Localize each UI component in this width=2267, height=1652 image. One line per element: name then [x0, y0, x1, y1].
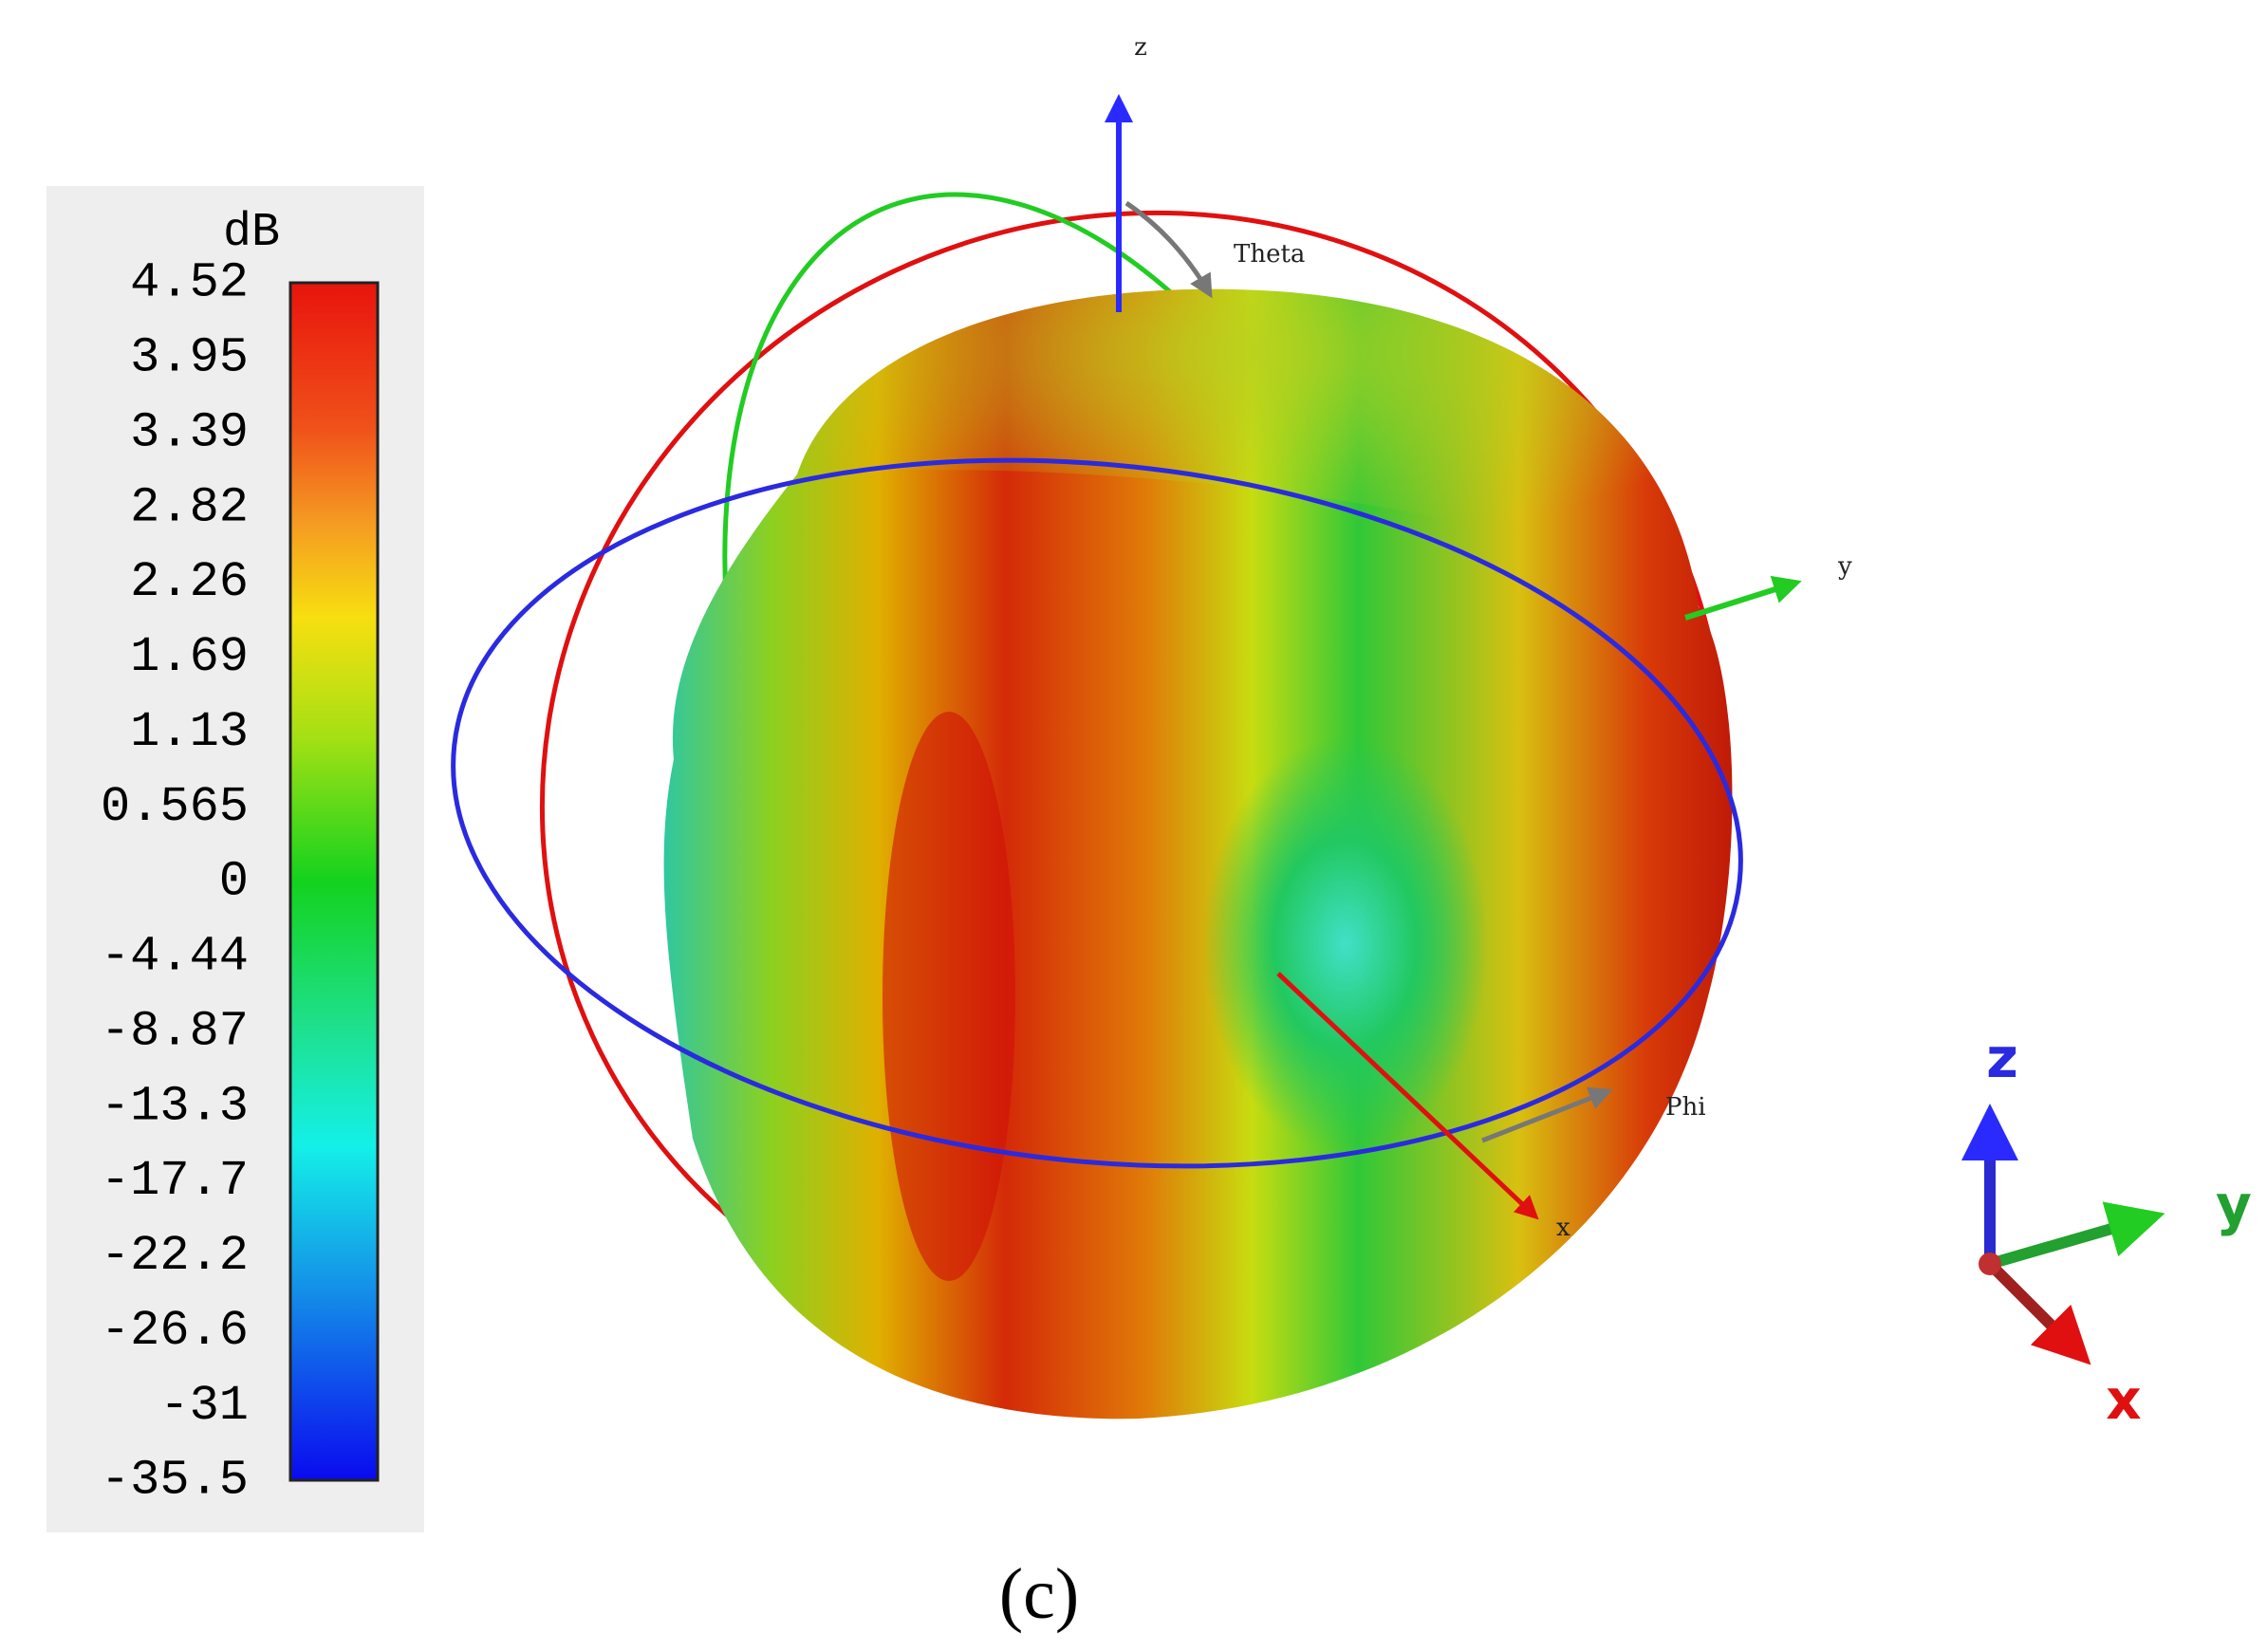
triad-z-label: z: [1986, 1026, 2018, 1090]
colorbar-label: -26.6: [101, 1303, 249, 1359]
colorbar-label: 3.39: [130, 404, 249, 460]
equator-ring: [451, 457, 1743, 1169]
colorbar-label: 1.69: [130, 629, 249, 685]
z-axis-label: z: [1134, 33, 1147, 62]
y-axis-label: y: [1837, 552, 1852, 581]
colorbar-label: 0.565: [101, 779, 249, 835]
phi-arrow: [1481, 1086, 1613, 1143]
triad-x-label: x: [2106, 1367, 2141, 1432]
orientation-triad: [1961, 1104, 2165, 1365]
colorbar-label: -8.87: [101, 1003, 249, 1059]
triad-y-label: y: [2216, 1173, 2252, 1237]
colorbar-label: 1.13: [130, 704, 249, 760]
theta-arrow: [1124, 200, 1213, 299]
radiation-pattern: [663, 288, 1733, 1420]
colorbar-label: -4.44: [101, 929, 249, 985]
colorbar-label: 3.95: [130, 330, 249, 386]
colorbar-unit: dB: [223, 206, 280, 260]
x-axis: [1276, 972, 1539, 1220]
y-axis: [1684, 575, 1802, 621]
colorbar-label: 2.26: [130, 554, 249, 610]
colorbar-label: -31: [159, 1378, 249, 1434]
colorbar-label: -17.7: [101, 1153, 249, 1209]
phi-label: Phi: [1665, 1093, 1706, 1122]
theta-label: Theta: [1234, 240, 1305, 269]
colorbar-label: -22.2: [101, 1228, 249, 1284]
x-axis-label: x: [1556, 1214, 1570, 1242]
colorbar-labels: 4.52 3.95 3.39 2.82 2.26 1.69 1.13 0.565 0 -4.44 -…: [101, 255, 249, 1509]
colorbar-label: -35.5: [101, 1453, 249, 1509]
colorbar-label: 4.52: [130, 255, 249, 311]
caption: (c): [999, 1554, 1079, 1634]
colorbar-label: -13.3: [101, 1078, 249, 1134]
colorbar-label: 0: [219, 854, 249, 910]
colorbar-label: 2.82: [130, 479, 249, 535]
colorbar: [288, 281, 380, 1482]
